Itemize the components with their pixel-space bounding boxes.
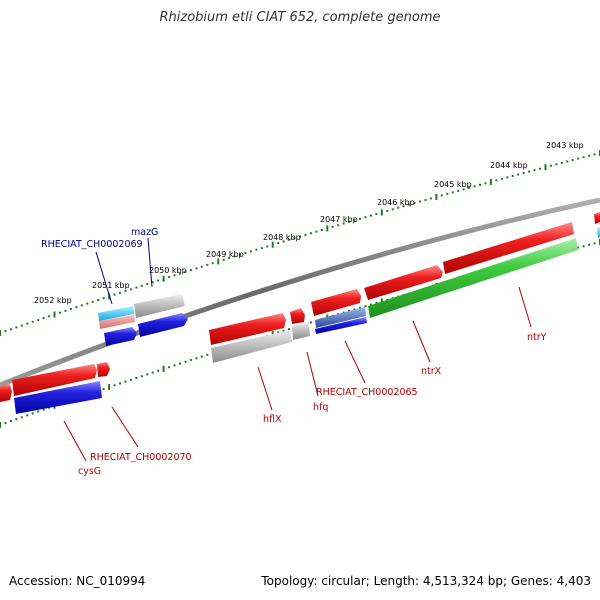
leader-RHECIAT_CH0002069 [95,251,113,305]
gene-RHECIAT_CH0002065-b[interactable] [315,317,367,334]
accession-text: Accession: NC_010994 [9,574,146,588]
gene-pseudo-hflX[interactable] [211,330,292,363]
tick-label-2049: 2049 kbp [206,250,244,259]
topology-summary: Topology: circular; Length: 4,513,324 bp… [261,574,591,588]
gene-RHECIAT_CH0002070[interactable] [14,381,102,414]
gene-hfq[interactable] [290,308,305,324]
tick-label-2047: 2047 kbp [320,215,358,224]
leader-hflX [257,366,273,411]
gene-cysG-upper[interactable] [12,364,97,396]
gene-edge-right-cyan[interactable] [597,227,600,238]
gene-RHECIAT_CH0002065-a[interactable] [315,307,366,328]
gene-hflX[interactable] [209,313,286,345]
tick-label-2048: 2048 kbp [263,233,301,242]
leader-hfq [306,351,319,397]
gene-pseudo-hfq[interactable] [292,322,310,340]
label-ntrY[interactable]: ntrY [527,332,547,343]
label-ntrX[interactable]: ntrX [421,366,442,377]
gene-ntrY[interactable] [368,238,578,318]
label-hflX[interactable]: hflX [263,414,282,425]
leader-cysG [63,420,87,462]
gene-ntrY-upper[interactable] [443,222,574,274]
outer-tick-track [0,150,600,336]
gene-RHECIAT_CH0002069-pink[interactable] [99,315,135,329]
leader-mazG [147,237,153,288]
gene-RHECIAT_CH0002069[interactable] [98,306,134,321]
tick-label-2043: 2043 kbp [546,141,584,150]
tick-label-2050: 2050 kbp [149,266,187,275]
tick-label-2046: 2046 kbp [377,198,415,207]
leader-RHECIAT_CH0002070 [111,406,139,448]
gene-edge-left[interactable] [0,384,12,402]
gene-forward-mid[interactable] [311,289,361,316]
label-RHECIAT_CH0002065[interactable]: RHECIAT_CH0002065 [316,387,418,398]
map-title: Rhizobium etli CIAT 652, complete genome [159,10,441,25]
gene-forward-right[interactable] [364,265,443,300]
label-RHECIAT_CH0002069[interactable]: RHECIAT_CH0002069 [41,239,143,250]
gene-small-left[interactable] [97,362,110,377]
tick-label-2044: 2044 kbp [490,161,528,170]
gene-blue-b[interactable] [138,313,188,337]
leader-RHECIAT_CH0002065 [344,340,366,384]
label-hfq[interactable]: hfq [313,402,328,413]
tick-label-2051: 2051 kbp [92,281,130,290]
gene-blue-a[interactable] [104,327,137,346]
gene-edge-right[interactable] [594,212,600,224]
tick-label-2052: 2052 kbp [34,296,72,305]
tick-label-2045: 2045 kbp [434,180,472,189]
label-cysG[interactable]: cysG [78,466,101,477]
leader-ntrY [518,286,532,328]
gene-mazG[interactable] [134,294,185,318]
label-mazG[interactable]: mazG [131,227,158,238]
leader-ntrX [412,320,431,363]
genome-backbone [0,197,600,388]
label-RHECIAT_CH0002070[interactable]: RHECIAT_CH0002070 [90,452,192,463]
